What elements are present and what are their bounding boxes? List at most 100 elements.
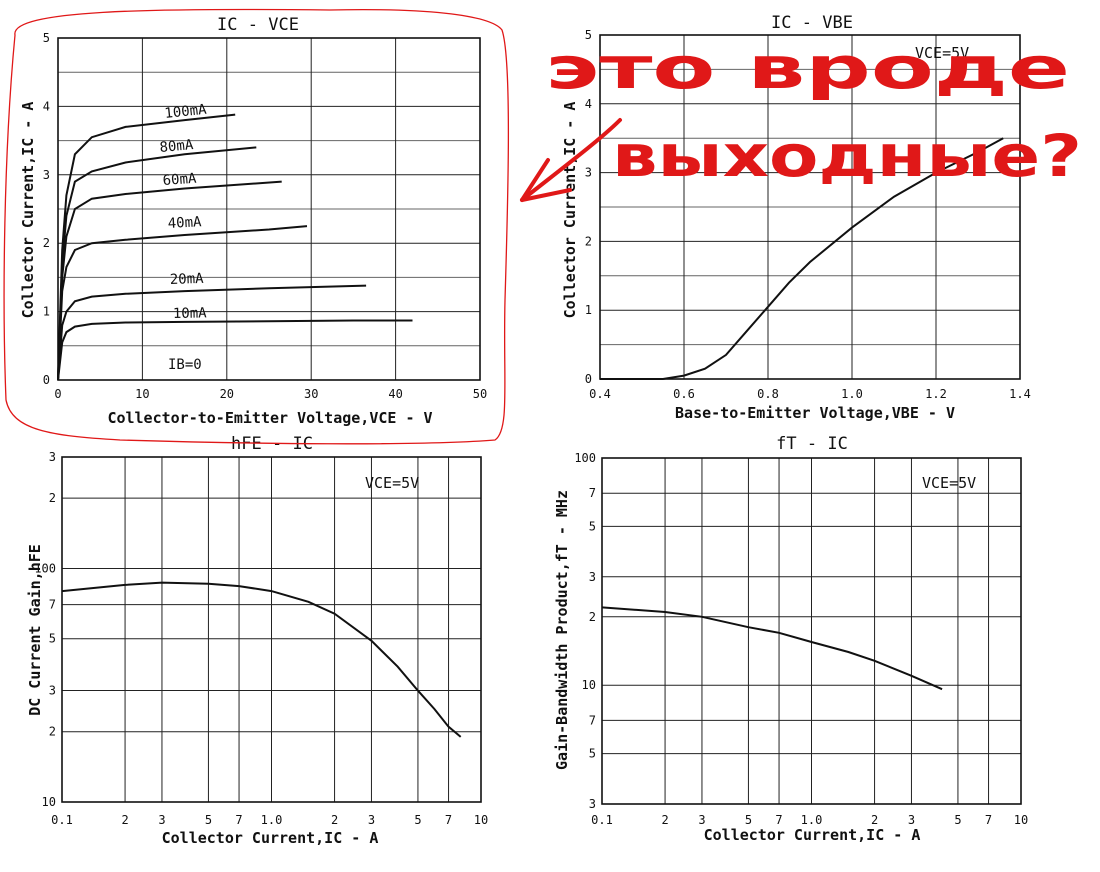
y-tick-label: 3 xyxy=(43,168,50,182)
ic-vce-title: IC - VCE xyxy=(217,15,299,35)
y-tick-label: 3 xyxy=(589,570,596,584)
y-tick-label: 1 xyxy=(585,303,592,317)
x-tick-label: 2 xyxy=(871,813,878,827)
x-tick-label: 50 xyxy=(473,387,487,401)
ft-ic-title: fT - IC xyxy=(776,434,848,454)
ft-ic-grid xyxy=(601,457,1022,805)
ic-vce-curves xyxy=(57,113,413,381)
y-tick-label: 0 xyxy=(585,372,592,386)
y-tick-label: 1 xyxy=(43,305,50,319)
x-tick-label: 0.1 xyxy=(51,813,73,827)
y-tick-label: 3 xyxy=(585,166,592,180)
y-tick-label: 5 xyxy=(589,747,596,761)
y-tick-label: 4 xyxy=(585,97,592,111)
ic-vbe-ticks: 0.4 0.6 0.8 1.0 1.2 1.4 0 1 2 3 4 5 xyxy=(585,28,1031,401)
x-tick-label: 3 xyxy=(698,813,705,827)
x-tick-label: 5 xyxy=(954,813,961,827)
x-tick-label: 3 xyxy=(368,813,375,827)
y-tick-label: 100 xyxy=(574,451,596,465)
y-tick-label: 7 xyxy=(589,713,596,727)
y-tick-label: 2 xyxy=(49,725,56,739)
annotation-arrowhead-icon xyxy=(520,158,572,202)
x-tick-label: 1.4 xyxy=(1009,387,1031,401)
x-tick-label: 20 xyxy=(220,387,234,401)
y-tick-label: 4 xyxy=(43,99,50,113)
ic-vce-plot-frame xyxy=(57,37,481,381)
x-tick-label: 3 xyxy=(158,813,165,827)
ic-vbe-x-axis-label: Base-to-Emitter Voltage,VBE - V xyxy=(675,404,955,422)
y-tick-label: 5 xyxy=(585,28,592,42)
x-tick-label: 7 xyxy=(985,813,992,827)
curve-label-60mA: 60mA xyxy=(162,171,197,189)
x-tick-label: 0 xyxy=(54,387,61,401)
y-tick-label: 7 xyxy=(589,486,596,500)
hfe-ic-grid xyxy=(61,456,482,803)
hfe-ic-plot-frame xyxy=(61,456,482,803)
y-tick-label: 10 xyxy=(42,795,56,809)
x-tick-label: 30 xyxy=(304,387,318,401)
curve-label-20mA: 20mA xyxy=(170,271,205,288)
x-tick-label: 7 xyxy=(445,813,452,827)
annotation-arrow-icon xyxy=(520,118,622,202)
curve-20mA xyxy=(57,284,367,381)
chart-ft-ic: 0.1 2 3 5 7 1.0 2 3 5 7 10 3 5 7 10 2 3 5 7 100 fT - IC VCE… xyxy=(553,434,1028,844)
x-tick-label: 2 xyxy=(121,813,128,827)
ic-vce-curve-labels: 100mA 80mA 60mA 40mA 20mA 10mA xyxy=(159,102,208,322)
x-tick-label: 10 xyxy=(1014,813,1028,827)
ft-ic-condition: VCE=5V xyxy=(922,474,976,492)
annotation-line-1: это вроде xyxy=(545,34,1070,102)
red-handwritten-annotation: это вроде выходные? xyxy=(3,8,1082,445)
curve-label-100mA: 100mA xyxy=(164,102,208,122)
hfe-ic-title: hFE - IC xyxy=(231,434,313,454)
x-tick-label: 2 xyxy=(661,813,668,827)
ic-vbe-y-axis-label: Collector Current,IC - A xyxy=(561,102,579,319)
y-tick-label: 2 xyxy=(43,236,50,250)
y-tick-label: 2 xyxy=(585,234,592,248)
x-tick-label: 1.0 xyxy=(801,813,823,827)
x-tick-label: 1.2 xyxy=(925,387,947,401)
y-tick-label: 5 xyxy=(43,31,50,45)
y-tick-label: 3 xyxy=(49,450,56,464)
hfe-ic-curves xyxy=(61,581,462,738)
y-tick-label: 3 xyxy=(589,797,596,811)
hfe-ic-condition: VCE=5V xyxy=(365,474,419,492)
ft-ic-x-axis-label: Collector Current,IC - A xyxy=(704,826,921,844)
x-tick-label: 1.0 xyxy=(261,813,283,827)
x-tick-label: 1.0 xyxy=(841,387,863,401)
x-tick-label: 5 xyxy=(414,813,421,827)
annotation-enclosure xyxy=(3,8,510,445)
chart-ic-vbe: 0.4 0.6 0.8 1.0 1.2 1.4 0 1 2 3 4 5 IC - VBE VCE=5V… xyxy=(561,13,1031,422)
y-tick-label: 3 xyxy=(49,684,56,698)
x-tick-label: 5 xyxy=(745,813,752,827)
ft-ic-plot-frame xyxy=(601,457,1022,805)
curve-10mA xyxy=(57,319,413,381)
curve-label-40mA: 40mA xyxy=(167,214,202,232)
curve-label-80mA: 80mA xyxy=(159,137,195,156)
y-tick-label: 100 xyxy=(34,561,56,575)
hfe-ic-ticks: 0.1 2 3 5 7 1.0 2 3 5 7 10 10 2 3 5 7 100 2 3 xyxy=(34,450,488,827)
ib-zero-label: IB=0 xyxy=(168,357,202,373)
y-tick-label: 5 xyxy=(589,519,596,533)
curve-label-10mA: 10mA xyxy=(173,305,208,322)
y-tick-label: 2 xyxy=(49,491,56,505)
x-tick-label: 0.8 xyxy=(757,387,779,401)
ic-vce-x-axis-label: Collector-to-Emitter Voltage,VCE - V xyxy=(107,409,432,427)
x-tick-label: 7 xyxy=(235,813,242,827)
x-tick-label: 7 xyxy=(775,813,782,827)
x-tick-label: 40 xyxy=(388,387,402,401)
x-tick-label: 2 xyxy=(331,813,338,827)
x-tick-label: 0.4 xyxy=(589,387,611,401)
chart-hfe-ic: 0.1 2 3 5 7 1.0 2 3 5 7 10 10 2 3 5 7 100 2 3 hFE - IC VCE… xyxy=(26,434,488,847)
hfe-ic-x-axis-label: Collector Current,IC - A xyxy=(162,829,379,847)
characteristic-curve xyxy=(601,606,943,691)
y-tick-label: 2 xyxy=(589,610,596,624)
ic-vce-grid xyxy=(57,37,481,381)
x-tick-label: 3 xyxy=(908,813,915,827)
characteristic-curve xyxy=(61,581,462,738)
x-tick-label: 10 xyxy=(474,813,488,827)
hfe-ic-y-axis-label: DC Current Gain,hFE xyxy=(26,544,44,716)
ic-vbe-plot-frame xyxy=(599,34,1021,380)
ft-ic-ticks: 0.1 2 3 5 7 1.0 2 3 5 7 10 3 5 7 10 2 3 5 7 100 xyxy=(574,451,1028,827)
